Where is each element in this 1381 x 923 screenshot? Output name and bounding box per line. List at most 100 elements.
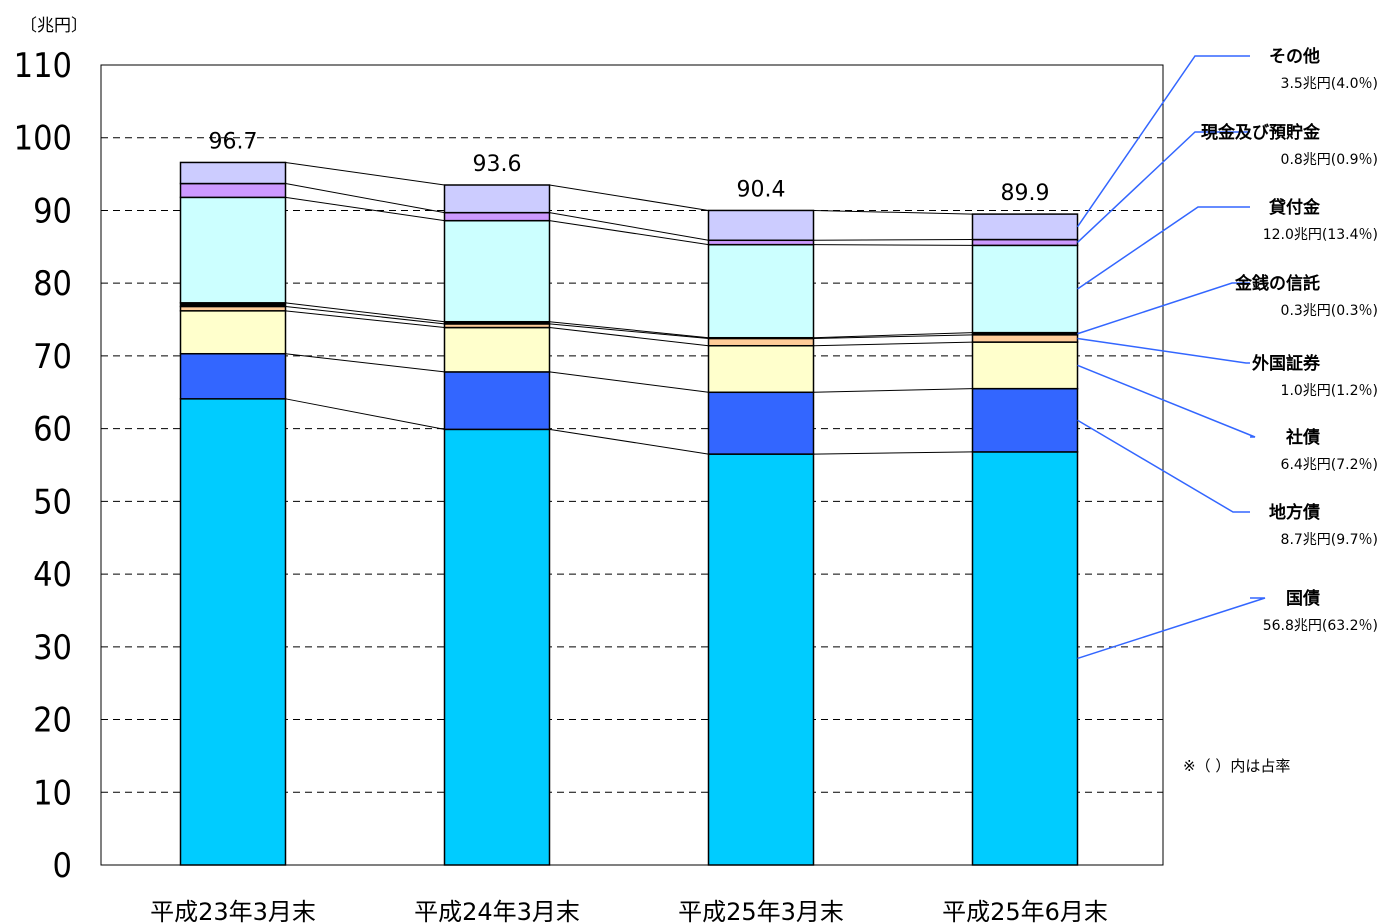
series-connector-lines: [285, 161, 973, 455]
legend-series-name: 現金及び預貯金: [1201, 122, 1321, 143]
connector-line: [285, 398, 445, 430]
legend-leader-line: [1077, 282, 1250, 335]
bars: [179, 161, 1079, 866]
bar-segment: [707, 453, 815, 866]
bar-segment: [179, 310, 287, 355]
bar-segment: [971, 238, 1079, 247]
connector-line: [285, 196, 445, 222]
legend-series-name: その他: [1269, 46, 1320, 67]
connector-line: [549, 184, 709, 211]
bar-total-label: 89.9: [1001, 181, 1050, 206]
bar-total-labels: 96.7 93.6 90.4 89.9: [209, 129, 1050, 206]
bar-segment: [971, 244, 1079, 334]
y-tick-label: 0: [53, 846, 72, 886]
bar-segment: [443, 184, 551, 214]
legend-series-value: 8.7兆円(9.7％): [1281, 532, 1378, 548]
legend-leader-line: [1076, 131, 1250, 244]
connector-line: [813, 388, 973, 393]
bar-segment: [179, 182, 287, 199]
bar-segment: [443, 326, 551, 373]
bar-segment: [971, 334, 1079, 343]
bar-segment: [707, 337, 815, 347]
y-tick-label: 90: [33, 191, 72, 231]
legend-series-value: 3.5兆円(4.0％): [1281, 76, 1378, 92]
connector-line: [549, 428, 709, 455]
bar-total-label: 90.4: [737, 177, 786, 202]
bar-segment: [707, 209, 815, 242]
x-category-label: 平成23年3月末: [150, 898, 316, 923]
connector-line: [813, 341, 973, 347]
connector-line: [549, 371, 709, 393]
connector-line: [549, 220, 709, 246]
bar-segment: [179, 161, 287, 185]
y-tick-label: 110: [14, 46, 72, 86]
y-tick-label: 40: [33, 555, 72, 595]
connector-line: [285, 302, 445, 323]
plot-frame: [100, 64, 1164, 866]
legend-series-name: 社債: [1285, 427, 1320, 448]
bar-segment: [971, 341, 1079, 390]
y-axis-tick-labels: 0 10 20 30 40 50 60 70 80 90 100 110: [14, 46, 72, 886]
bar-segment: [971, 213, 1079, 241]
legend-series-name: 国債: [1286, 588, 1320, 609]
legend-series-name: 金銭の信託: [1234, 273, 1320, 294]
legend-leader-line: [1077, 364, 1256, 438]
bar-segment: [443, 211, 551, 222]
bar-segment: [179, 196, 287, 304]
grid-lines: [101, 137, 1163, 793]
connector-line: [285, 183, 445, 214]
legend-series-value: 12.0兆円(13.4％): [1263, 227, 1378, 243]
x-category-label: 平成24年3月末: [414, 898, 580, 923]
legend-series-value: 6.4兆円(7.2％): [1281, 457, 1378, 473]
bar-segment: [443, 219, 551, 323]
x-category-label: 平成25年3月末: [678, 898, 844, 923]
y-axis-unit-label: 〔兆円〕: [20, 16, 88, 36]
connector-line: [549, 321, 709, 339]
bar-segment: [707, 391, 815, 455]
x-axis-category-labels: 平成23年3月末 平成24年3月末 平成25年3月末 平成25年6月末: [150, 898, 1108, 923]
y-tick-label: 50: [33, 482, 72, 522]
connector-line: [285, 161, 445, 186]
connector-line: [285, 305, 445, 325]
connector-line: [285, 310, 445, 329]
connector-line: [813, 244, 973, 246]
connector-line: [285, 353, 445, 373]
connector-line: [549, 212, 709, 241]
legend-series-name: 外国証券: [1252, 353, 1321, 374]
legend-series-value: 0.8兆円(0.9％): [1281, 152, 1378, 168]
legend-series-value: 56.8兆円(63.2％): [1263, 618, 1378, 634]
bar-segment: [179, 352, 287, 400]
connector-line: [813, 239, 973, 241]
bar-segment: [707, 243, 815, 339]
bar-total-label: 96.7: [209, 129, 258, 154]
y-tick-label: 10: [33, 773, 72, 813]
y-tick-label: 60: [33, 410, 72, 450]
legend-leader-line: [1077, 337, 1250, 364]
legend-series-value: 0.3兆円(0.3％): [1281, 303, 1378, 319]
connector-line: [813, 334, 973, 339]
bar-segment: [707, 344, 815, 394]
y-tick-label: 100: [14, 119, 72, 159]
legend-leader-line: [1077, 206, 1250, 290]
bar-segment: [443, 371, 551, 431]
connector-line: [549, 327, 709, 347]
y-tick-label: 80: [33, 264, 72, 304]
legend-leader-line: [1077, 597, 1266, 660]
bar-segment: [971, 387, 1079, 453]
bar-total-label: 93.6: [473, 152, 522, 177]
y-tick-label: 70: [33, 337, 72, 377]
bar-segment: [443, 428, 551, 866]
legend-leader-line: [1077, 419, 1250, 513]
connector-line: [813, 451, 973, 455]
legend-series-value: 1.0兆円(1.2％): [1281, 383, 1378, 399]
share-note: ※（ ）内は占率: [1183, 757, 1290, 775]
legend-leader-line: [1076, 55, 1250, 228]
y-tick-label: 20: [33, 701, 72, 741]
connector-line: [813, 332, 973, 339]
bar-segment: [179, 398, 287, 866]
legend-series-name: 地方債: [1269, 502, 1320, 523]
x-category-label: 平成25年6月末: [942, 898, 1108, 923]
y-tick-label: 30: [33, 628, 72, 668]
bar-segment: [971, 451, 1079, 866]
